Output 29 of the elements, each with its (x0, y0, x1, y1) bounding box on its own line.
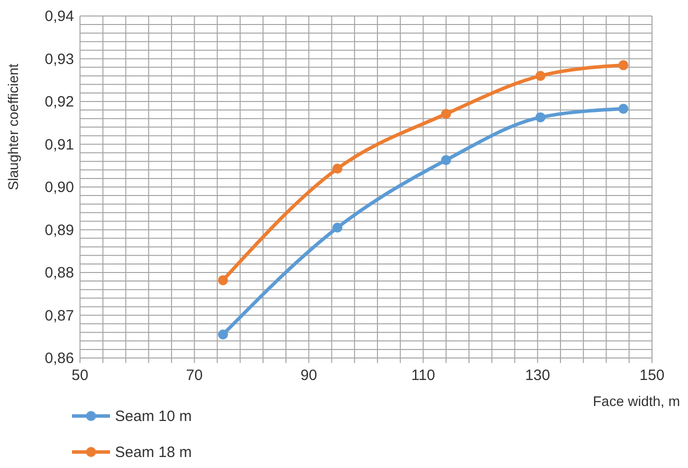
point (618, 60, 628, 70)
y-tick-label: 0,91 (44, 136, 74, 154)
y-tick-label: 0,88 (44, 264, 74, 282)
y-tick-label: 0,87 (44, 307, 74, 324)
x-tick-label: 70 (186, 367, 203, 384)
point (332, 164, 342, 174)
y-axis-title: Slaughter coefficient (5, 64, 21, 190)
y-tick-label: 0,94 (44, 8, 74, 25)
x-axis-title: Face width, m (592, 393, 680, 409)
x-tick-label: 150 (639, 367, 665, 384)
legend-label: Seam 18 m (115, 444, 192, 461)
point (618, 104, 628, 114)
point (535, 112, 546, 122)
point (535, 70, 546, 81)
legend-label: Seam 10 m (115, 408, 192, 425)
point (218, 329, 228, 340)
y-tick-label: 0,89 (44, 222, 74, 239)
point (218, 275, 228, 286)
x-tick-label: 130 (525, 367, 550, 384)
y-tick-label: 0,92 (44, 94, 74, 110)
point (332, 222, 342, 233)
y-tick-label: 0,93 (44, 50, 74, 68)
x-tick-label: 110 (411, 367, 436, 384)
y-tick-label: 0,86 (44, 350, 74, 367)
x-tick-label: 50 (72, 367, 88, 384)
point (441, 108, 452, 119)
y-tick-label: 0,90 (44, 179, 74, 196)
point (441, 155, 452, 166)
x-tick-label: 90 (300, 367, 318, 384)
